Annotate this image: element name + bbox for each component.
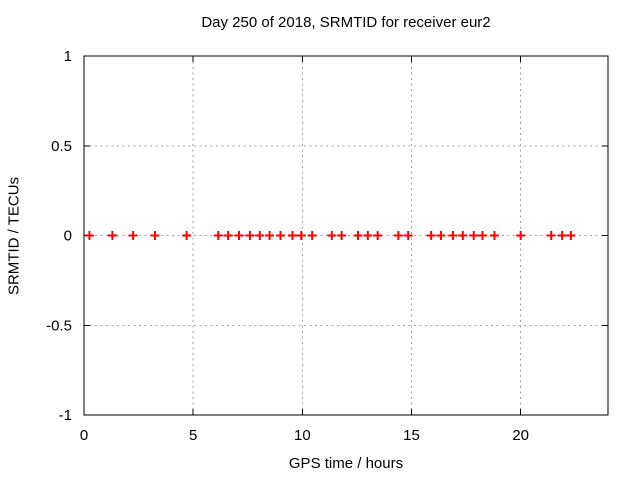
data-point-marker — [150, 231, 160, 240]
data-point-marker — [234, 231, 244, 240]
data-point-marker — [489, 231, 499, 240]
y-tick-label: 0 — [64, 228, 72, 245]
data-point-marker — [337, 231, 347, 240]
data-point-marker — [353, 231, 363, 240]
x-tick-label: 10 — [294, 427, 311, 444]
data-point-marker — [403, 231, 413, 240]
data-point-marker — [265, 231, 275, 240]
chart-title: Day 250 of 2018, SRMTID for receiver eur… — [201, 14, 491, 31]
data-point-marker — [426, 231, 436, 240]
data-point-marker — [107, 231, 117, 240]
data-point-marker — [458, 231, 468, 240]
data-point-marker — [477, 231, 487, 240]
data-point-marker — [213, 231, 223, 240]
data-point-marker — [448, 231, 458, 240]
data-point-marker — [223, 231, 233, 240]
data-point-marker — [546, 231, 556, 240]
data-point-marker — [363, 231, 373, 240]
data-point-marker — [436, 231, 446, 240]
y-axis-label: SRMTID / TECUs — [5, 176, 23, 296]
data-point-marker — [393, 231, 403, 240]
data-point-marker — [276, 231, 285, 240]
data-point-marker — [245, 231, 255, 240]
data-point-marker — [516, 231, 526, 240]
y-tick-label: -1 — [59, 407, 72, 424]
data-point-marker — [373, 231, 383, 240]
data-point-marker — [288, 231, 298, 240]
y-tick-label: -0.5 — [46, 317, 72, 334]
x-tick-label: 5 — [189, 427, 197, 444]
x-tick-label: 0 — [80, 427, 88, 444]
data-point-marker — [182, 231, 192, 240]
data-point-marker — [557, 231, 567, 240]
data-point-marker — [84, 231, 94, 240]
x-axis-label: GPS time / hours — [288, 455, 404, 472]
data-point-marker — [307, 231, 317, 240]
x-tick-label: 15 — [403, 427, 420, 444]
x-tick-label: 20 — [512, 427, 529, 444]
data-point-marker — [469, 231, 479, 240]
data-point-marker — [128, 231, 138, 240]
data-point-marker — [296, 231, 306, 240]
data-point-marker — [255, 231, 265, 240]
data-point-marker — [327, 231, 337, 240]
y-tick-label: 1 — [64, 48, 72, 65]
y-tick-label: 0.5 — [51, 138, 72, 155]
data-point-marker — [566, 231, 576, 240]
